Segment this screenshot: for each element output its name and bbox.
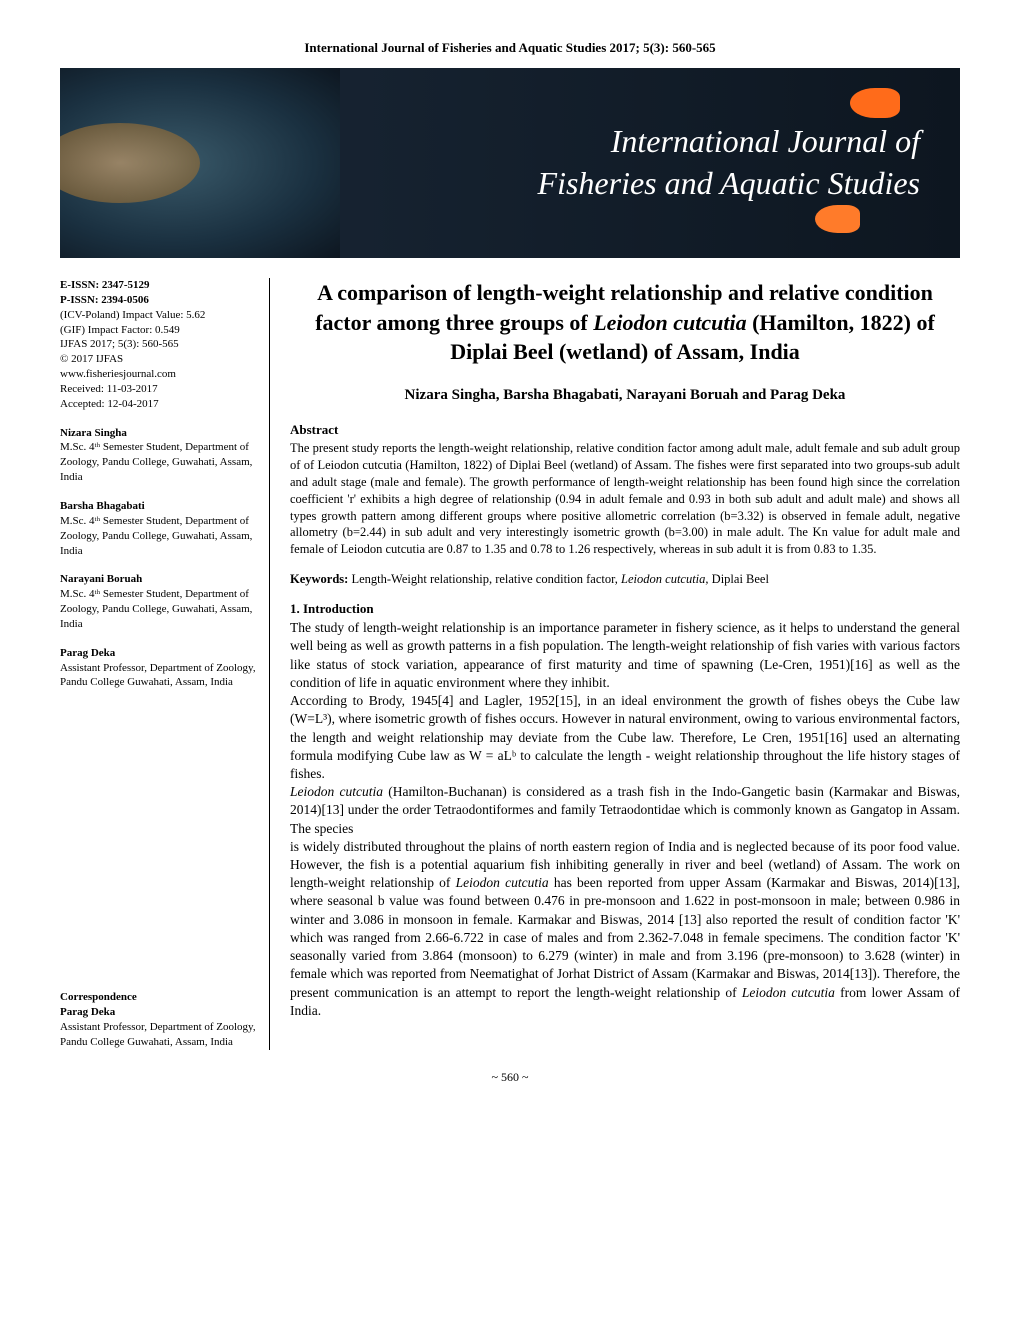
correspondence-block: Correspondence Parag Deka Assistant Prof… <box>60 990 261 1049</box>
received-date: Received: 11-03-2017 <box>60 382 261 397</box>
gif: (GIF) Impact Factor: 0.549 <box>60 323 261 338</box>
pissn: P-ISSN: 2394-0506 <box>60 293 261 308</box>
author-affil: M.Sc. 4ᵗʰ Semester Student, Department o… <box>60 587 261 632</box>
intro-body: The study of length-weight relationship … <box>290 619 960 1020</box>
content-area: E-ISSN: 2347-5129 P-ISSN: 2394-0506 (ICV… <box>60 278 960 1050</box>
title-species: Leiodon cutcutia <box>593 310 746 335</box>
banner-title: International Journal of Fisheries and A… <box>538 121 920 204</box>
keywords-species: Leiodon cutcutia, <box>621 572 709 586</box>
fish-icon <box>850 88 900 118</box>
correspondence-label: Correspondence <box>60 990 261 1005</box>
author-name: Parag Deka <box>60 646 261 661</box>
fish-icon <box>815 205 860 233</box>
author-block: Parag Deka Assistant Professor, Departme… <box>60 646 261 691</box>
intro-p2: According to Brody, 1945[4] and Lagler, … <box>290 692 960 783</box>
banner-title-line2: Fisheries and Aquatic Studies <box>538 165 920 201</box>
abstract-heading: Abstract <box>290 422 960 438</box>
banner-photo-area <box>60 68 340 258</box>
authors-line: Nizara Singha, Barsha Bhagabati, Narayan… <box>290 387 960 404</box>
author-block: Barsha Bhagabati M.Sc. 4ᵗʰ Semester Stud… <box>60 499 261 558</box>
accepted-date: Accepted: 12-04-2017 <box>60 397 261 412</box>
author-affil: M.Sc. 4ᵗʰ Semester Student, Department o… <box>60 514 261 559</box>
keywords-label: Keywords: <box>290 572 348 586</box>
author-affil: M.Sc. 4ᵗʰ Semester Student, Department o… <box>60 440 261 485</box>
correspondence-affil: Assistant Professor, Department of Zoolo… <box>60 1020 261 1050</box>
author-name: Narayani Boruah <box>60 572 261 587</box>
correspondence-name: Parag Deka <box>60 1005 261 1020</box>
main-column: A comparison of length-weight relationsh… <box>290 278 960 1050</box>
keywords-tail: Diplai Beel <box>709 572 769 586</box>
intro-heading: 1. Introduction <box>290 601 960 617</box>
page-number: ~ 560 ~ <box>60 1070 960 1085</box>
intro-p3: Leiodon cutcutia (Hamilton-Buchanan) is … <box>290 783 960 838</box>
journal-header: International Journal of Fisheries and A… <box>60 40 960 56</box>
journal-url: www.fisheriesjournal.com <box>60 367 261 382</box>
journal-banner: International Journal of Fisheries and A… <box>60 68 960 258</box>
article-title: A comparison of length-weight relationsh… <box>290 278 960 367</box>
intro-p4: is widely distributed throughout the pla… <box>290 838 960 1020</box>
banner-title-line1: International Journal of <box>611 123 920 159</box>
author-name: Nizara Singha <box>60 426 261 441</box>
sidebar: E-ISSN: 2347-5129 P-ISSN: 2394-0506 (ICV… <box>60 278 270 1050</box>
author-block: Nizara Singha M.Sc. 4ᵗʰ Semester Student… <box>60 426 261 485</box>
author-name: Barsha Bhagabati <box>60 499 261 514</box>
intro-p1: The study of length-weight relationship … <box>290 619 960 692</box>
abstract-text: The present study reports the length-wei… <box>290 440 960 558</box>
lobster-icon <box>60 123 200 203</box>
journal-meta: E-ISSN: 2347-5129 P-ISSN: 2394-0506 (ICV… <box>60 278 261 412</box>
keywords-line: Keywords: Length-Weight relationship, re… <box>290 572 960 587</box>
species-name: Leiodon cutcutia <box>456 875 549 890</box>
icv: (ICV-Poland) Impact Value: 5.62 <box>60 308 261 323</box>
intro-p3-text: (Hamilton-Buchanan) is considered as a t… <box>290 784 960 835</box>
keywords-text: Length-Weight relationship, relative con… <box>348 572 621 586</box>
vol: IJFAS 2017; 5(3): 560-565 <box>60 337 261 352</box>
intro-p4c: has been reported from upper Assam (Karm… <box>290 875 960 999</box>
author-affil: Assistant Professor, Department of Zoolo… <box>60 661 261 691</box>
eissn: E-ISSN: 2347-5129 <box>60 278 261 293</box>
species-name: Leiodon cutcutia <box>290 784 383 799</box>
author-block: Narayani Boruah M.Sc. 4ᵗʰ Semester Stude… <box>60 572 261 631</box>
copyright: © 2017 IJFAS <box>60 352 261 367</box>
species-name: Leiodon cutcutia <box>742 985 835 1000</box>
